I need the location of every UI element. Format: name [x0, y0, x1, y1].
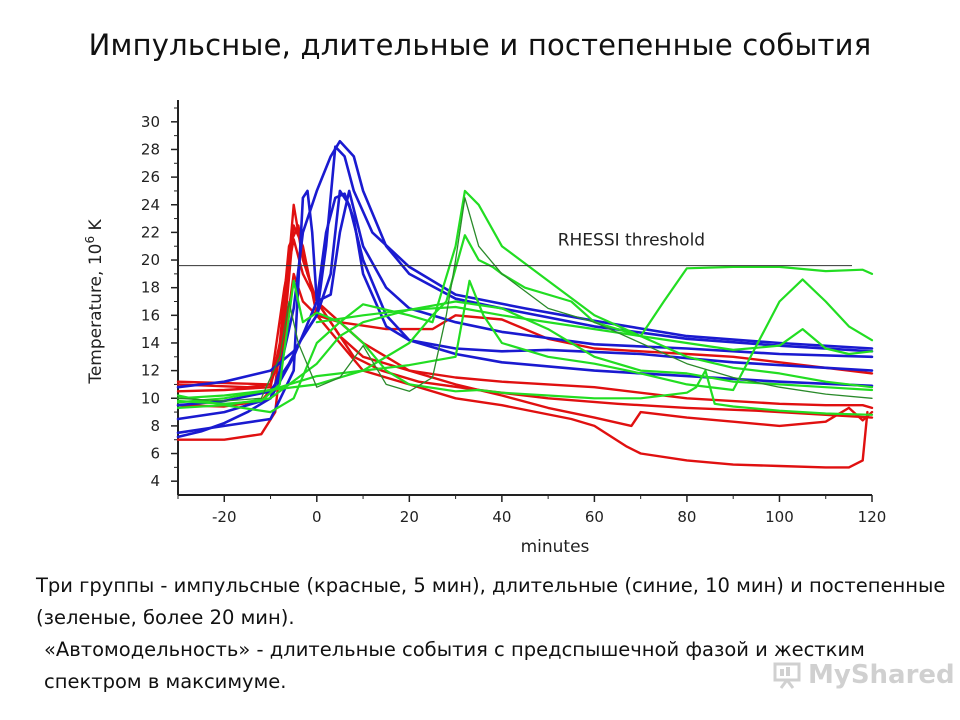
series-line-gradual-11 [176, 279, 874, 416]
y-tick-label: 8 [150, 417, 160, 435]
y-tick-label: 26 [141, 168, 160, 186]
caption-paragraph-1: Три группы - импульсные (красные, 5 мин)… [36, 574, 946, 629]
y-tick-label: 12 [141, 362, 160, 380]
chart-series-layer [176, 139, 874, 469]
x-tick-label: -20 [212, 508, 237, 526]
series-line-impulsive-1 [176, 224, 869, 469]
y-tick-label: 14 [141, 334, 160, 352]
slide-title: Импульсные, длительные и постепенные соб… [88, 28, 872, 62]
y-tick-label: 30 [141, 113, 160, 131]
y-tick-label: 28 [141, 140, 160, 158]
x-tick-label: 60 [585, 508, 604, 526]
y-tick-label: 10 [141, 389, 160, 407]
slide-caption: Три группы - импульсные (красные, 5 мин)… [36, 570, 946, 698]
threshold-label: RHESSI threshold [558, 231, 705, 251]
x-tick-label: 80 [677, 508, 696, 526]
x-tick-label: 20 [400, 508, 419, 526]
caption-paragraph-2: «Автомодельность» - длительные события с… [44, 638, 865, 693]
threshold-layer: RHESSI threshold [178, 231, 852, 267]
y-tick-label: 20 [141, 251, 160, 269]
series-line-gradual-14 [176, 278, 874, 404]
x-tick-label: 0 [312, 508, 322, 526]
series-line-gradual-16 [315, 305, 874, 356]
series-line-impulsive-5 [176, 272, 874, 386]
series-line-long-7 [176, 189, 874, 435]
watermark: MyShared [772, 658, 955, 692]
watermark-text: MyShared [808, 660, 955, 690]
series-line-impulsive-3 [176, 238, 874, 410]
x-tick-label: 40 [492, 508, 511, 526]
y-tick-label: 6 [150, 445, 160, 463]
y-tick-label: 4 [150, 472, 160, 490]
y-axis-label: Temperature, 106 K [83, 218, 106, 384]
y-tick-label: 22 [141, 223, 160, 241]
series-line-long-10 [176, 192, 874, 421]
x-tick-label: 120 [858, 508, 887, 526]
chart-axes: 4 6 8 10 12 14 16 18 20 22 24 26 28 30 -20 0 20 40 60 80 100… [141, 100, 886, 526]
series-line-long-9 [176, 189, 874, 389]
presentation-icon [773, 662, 801, 689]
x-tick-label: 100 [765, 508, 794, 526]
temperature-chart: 4 6 8 10 12 14 16 18 20 22 24 26 28 30 -20 0 20 40 60 80 100… [83, 100, 886, 557]
series-line-long-6 [176, 139, 874, 439]
series-line-gradual_dark-17 [177, 197, 873, 402]
y-tick-label: 16 [141, 306, 160, 324]
y-tick-label: 24 [141, 196, 160, 214]
y-tick-label: 18 [141, 279, 160, 297]
x-axis-label: minutes [521, 537, 590, 557]
axis-labels-layer: minutes Temperature, 106 K [83, 218, 590, 557]
series-line-gradual-15 [176, 300, 874, 409]
